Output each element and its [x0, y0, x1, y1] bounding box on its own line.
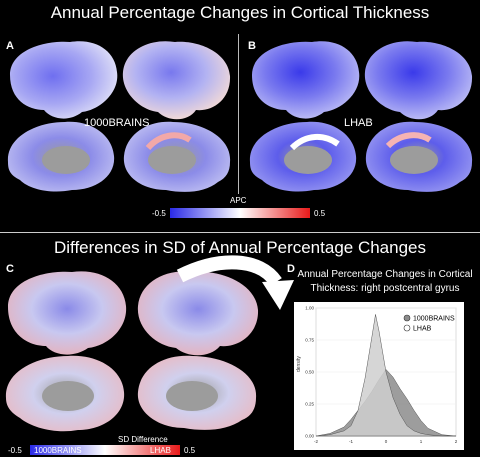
y-tick-label: 0.25 [305, 402, 314, 407]
panel-label-d: D [287, 263, 295, 275]
panel-d-title-line1: Annual Percentage Changes in Cortical [297, 269, 473, 280]
vertical-divider [238, 34, 239, 194]
y-tick-label: 0.50 [305, 370, 314, 375]
brain-map-a [7, 41, 231, 192]
arrow-head [262, 280, 294, 310]
medial-wall-left-b [284, 146, 332, 174]
brain-lateral-left-b [252, 41, 360, 119]
x-tick-label: -1 [349, 439, 353, 444]
medial-wall-right-a [148, 146, 196, 174]
sd-colorbar-min: -0.5 [8, 446, 22, 455]
medial-wall-right-b [390, 146, 438, 174]
x-tick-label: -2 [314, 439, 318, 444]
red-region-a [145, 132, 192, 151]
section-title: Differences in SD of Annual Percentage C… [53, 238, 427, 257]
sd-colorbar-max: 0.5 [184, 446, 196, 455]
x-tick-label: 0 [385, 439, 388, 444]
brain-lateral-left-a [10, 41, 118, 119]
apc-colorbar-max: 0.5 [314, 209, 326, 218]
panel-d-title: Annual Percentage Changes in Cortical Th… [290, 268, 480, 296]
density-plot-panel: 0.00 0.25 0.50 0.75 1.00 -2 -1 0 1 2 density 100… [294, 302, 464, 450]
apc-colorbar [170, 208, 310, 218]
sd-colorbar [30, 445, 180, 455]
legend-swatch-lhab [403, 324, 411, 332]
panel-d-title-line2: Thickness: right postcentral gyrus [310, 283, 460, 294]
red-region-b [385, 132, 432, 149]
sd-colorbar-left-label: 1000BRAINS [34, 446, 82, 455]
sd-colorbar-right-label: LHAB [150, 446, 171, 455]
density-area-lhab [315, 314, 456, 437]
density-plot: 0.00 0.25 0.50 0.75 1.00 -2 -1 0 1 2 density 100… [296, 306, 458, 445]
horizontal-divider [0, 232, 480, 233]
sd-colorbar-title: SD Difference [118, 435, 168, 444]
x-tick-label: 2 [455, 439, 458, 444]
apc-colorbar-min: -0.5 [152, 209, 166, 218]
legend-swatch-1000brains [403, 314, 411, 322]
brain-map-c [5, 271, 259, 432]
medial-wall-right-c [166, 381, 218, 411]
brain-lateral-left-c [8, 271, 127, 355]
arrow-shaft [176, 255, 282, 287]
cohort-label-a: 1000BRAINS [84, 117, 150, 129]
legend-label-lhab: LHAB [413, 326, 432, 333]
x-tick-label: 1 [420, 439, 423, 444]
y-tick-label: 0.75 [305, 338, 314, 343]
curved-arrow [176, 255, 294, 310]
cohort-label-b: LHAB [344, 117, 373, 129]
white-region-b [289, 134, 340, 151]
brain-lateral-right-b [364, 41, 473, 120]
brain-map-b [249, 41, 473, 192]
main-title: Annual Percentage Changes in Cortical Th… [50, 3, 430, 22]
medial-wall-left-a [42, 146, 90, 174]
brain-lateral-right-a [122, 41, 231, 120]
brain-lateral-right-c [137, 271, 259, 356]
panel-label-a: A [6, 40, 14, 52]
medial-wall-left-c [42, 381, 94, 411]
panel-label-c: C [6, 263, 14, 275]
apc-colorbar-title: APC [230, 196, 247, 205]
panel-label-b: B [248, 40, 256, 52]
y-tick-label: 0.00 [305, 434, 314, 439]
legend-label-1000brains: 1000BRAINS [413, 316, 455, 323]
y-tick-label: 1.00 [305, 306, 314, 311]
y-axis-label: density [296, 356, 302, 372]
